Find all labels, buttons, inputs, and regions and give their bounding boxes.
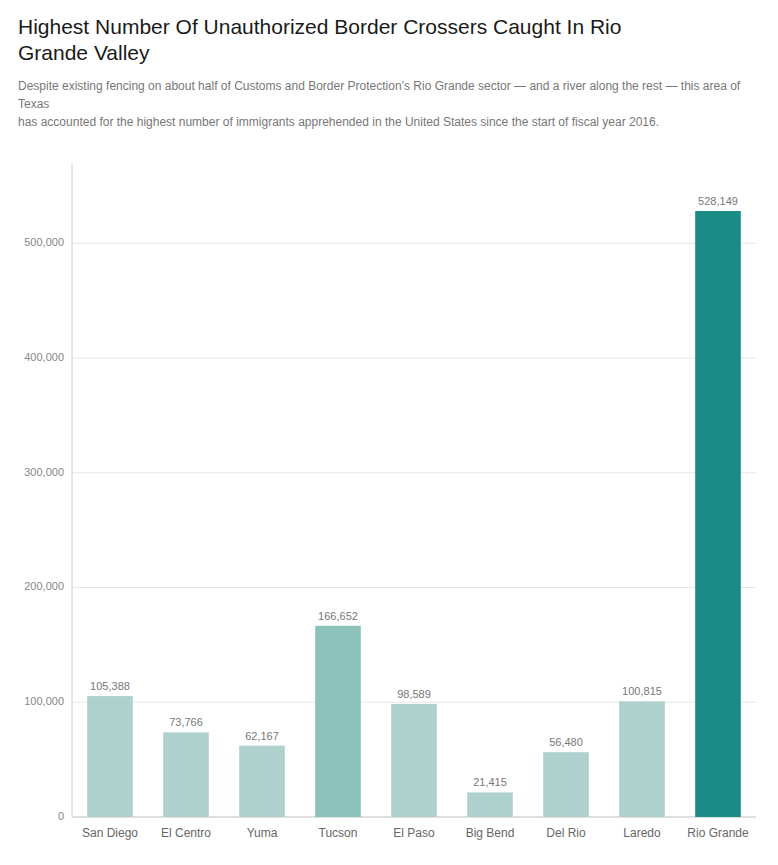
bar — [163, 732, 209, 817]
chart-container: 0 100,000 200,000 300,000 400,000 500,000 105,… — [0, 137, 778, 861]
bars — [87, 211, 741, 817]
bar — [619, 701, 665, 817]
y-grid — [72, 243, 756, 817]
data-label: 105,388 — [90, 680, 130, 692]
y-tick-label: 300,000 — [24, 465, 64, 477]
data-label: 62,167 — [245, 729, 279, 741]
bar-chart: 0 100,000 200,000 300,000 400,000 500,000 105,… — [0, 137, 778, 857]
data-label: 528,149 — [698, 195, 738, 207]
x-tick-label: Yuma — [247, 826, 278, 840]
data-label: 100,815 — [622, 685, 662, 697]
subtitle: Despite existing fencing on about half o… — [18, 77, 760, 131]
data-labels: 105,388 73,766 62,167 166,652 98,589 21,415 56… — [90, 195, 738, 788]
x-tick-label: Laredo — [623, 826, 661, 840]
y-tick-labels: 0 100,000 200,000 300,000 400,000 500,000 — [24, 236, 64, 822]
x-tick-label: Rio Grande — [687, 826, 749, 840]
data-label: 56,480 — [549, 736, 583, 748]
bar — [391, 703, 437, 816]
data-label: 166,652 — [318, 609, 358, 621]
bar — [239, 745, 285, 816]
x-tick-label: Big Bend — [466, 826, 515, 840]
y-tick-label: 0 — [58, 809, 64, 821]
grid-line — [72, 587, 756, 588]
title: Highest Number Of Unauthorized Border Cr… — [18, 14, 760, 67]
y-tick-label: 100,000 — [24, 695, 64, 707]
bar — [695, 211, 741, 817]
data-label: 21,415 — [473, 776, 507, 788]
data-label: 98,589 — [397, 687, 431, 699]
x-tick-label: San Diego — [82, 826, 138, 840]
bar — [467, 792, 513, 817]
data-label: 73,766 — [169, 716, 203, 728]
x-tick-label: El Paso — [393, 826, 435, 840]
y-tick-label: 200,000 — [24, 580, 64, 592]
y-axis-line — [72, 163, 73, 817]
x-tick-label: El Centro — [161, 826, 211, 840]
bar — [87, 696, 133, 817]
bar — [315, 625, 361, 816]
x-tick-label: Del Rio — [546, 826, 586, 840]
y-tick-label: 400,000 — [24, 350, 64, 362]
header: Highest Number Of Unauthorized Border Cr… — [0, 0, 778, 137]
grid-line — [72, 472, 756, 473]
grid-line — [72, 357, 756, 358]
grid-line — [72, 242, 756, 243]
x-tick-labels: San Diego El Centro Yuma Tucson El Paso Big B… — [82, 826, 749, 840]
bar — [543, 752, 589, 817]
x-tick-label: Tucson — [319, 826, 358, 840]
y-tick-label: 500,000 — [24, 236, 64, 248]
